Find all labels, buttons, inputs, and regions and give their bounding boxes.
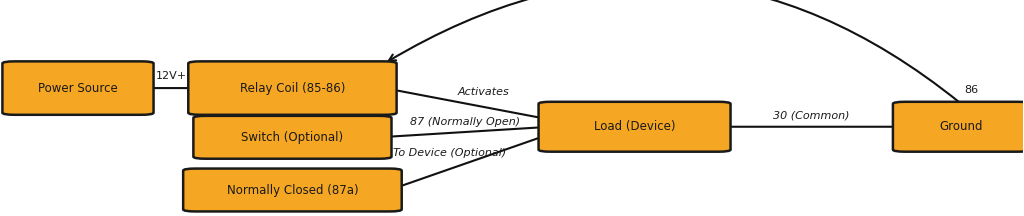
Text: 87 (Normally Open): 87 (Normally Open) [410, 117, 520, 127]
Text: Normally Closed (87a): Normally Closed (87a) [226, 184, 358, 197]
FancyBboxPatch shape [2, 61, 154, 115]
Text: Switch (Optional): Switch (Optional) [242, 131, 343, 144]
FancyBboxPatch shape [183, 168, 401, 211]
FancyBboxPatch shape [194, 116, 391, 159]
Text: 86: 86 [965, 85, 979, 95]
Text: Ground: Ground [940, 120, 983, 133]
Text: Load (Device): Load (Device) [594, 120, 675, 133]
FancyBboxPatch shape [893, 102, 1024, 152]
FancyBboxPatch shape [539, 102, 730, 152]
Text: 30 (Common): 30 (Common) [773, 110, 850, 120]
Text: Power Source: Power Source [38, 82, 118, 95]
Text: Relay Coil (85-86): Relay Coil (85-86) [240, 82, 345, 95]
Text: 12V+: 12V+ [156, 71, 186, 81]
Text: To Device (Optional): To Device (Optional) [393, 148, 506, 158]
FancyBboxPatch shape [188, 61, 396, 115]
Text: Activates: Activates [458, 87, 510, 97]
